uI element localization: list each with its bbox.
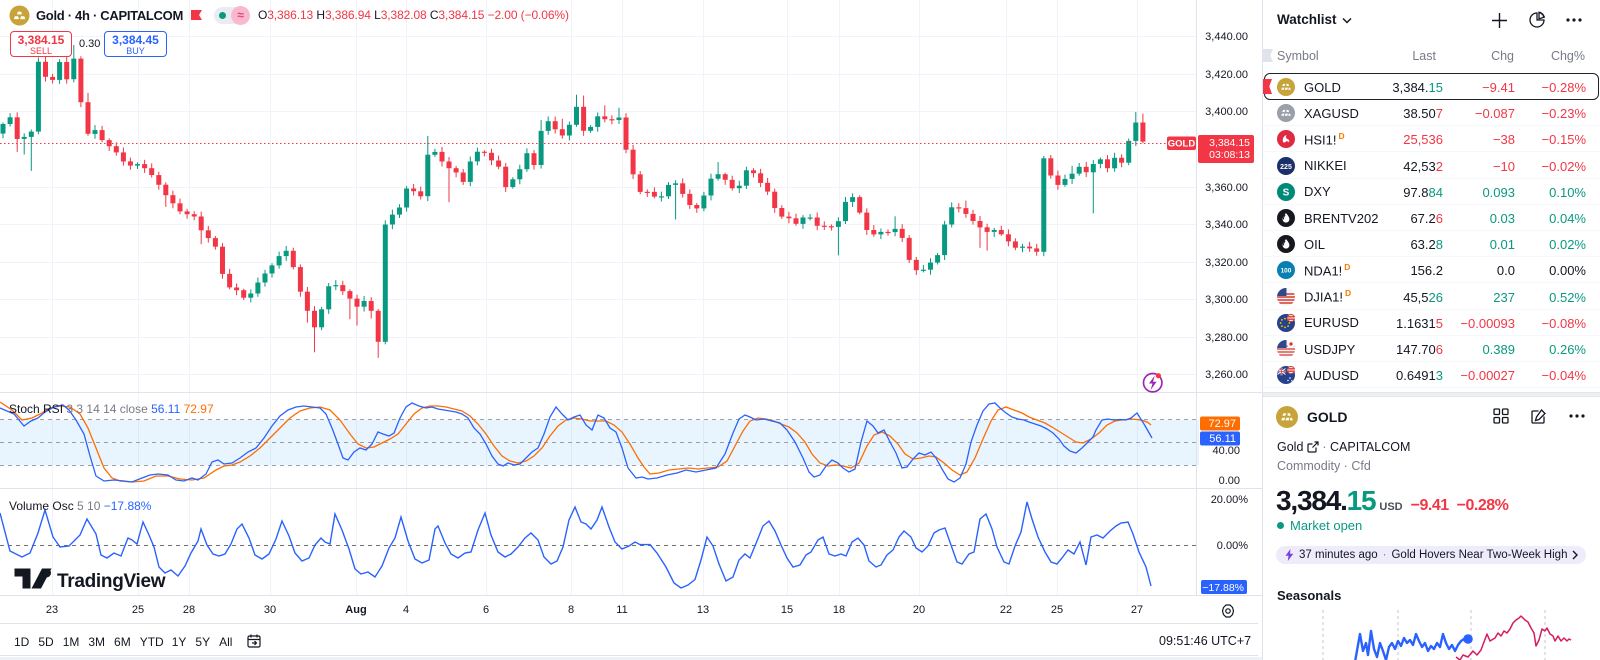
svg-text:22: 22 <box>1000 604 1012 616</box>
svg-text:3,340.00: 3,340.00 <box>1205 219 1248 231</box>
svg-text:27: 27 <box>1131 604 1143 616</box>
svg-text:15: 15 <box>781 604 793 616</box>
svg-text:3,400.00: 3,400.00 <box>1205 106 1248 118</box>
svg-text:−17.88%: −17.88% <box>1202 582 1244 594</box>
svg-text:3,440.00: 3,440.00 <box>1205 31 1248 43</box>
svg-text:3,300.00: 3,300.00 <box>1205 294 1248 306</box>
svg-text:20.00%: 20.00% <box>1211 494 1249 506</box>
svg-text:TradingView: TradingView <box>57 571 166 592</box>
svg-text:11: 11 <box>616 604 627 616</box>
svg-text:3,280.00: 3,280.00 <box>1205 332 1248 344</box>
svg-text:3,260.00: 3,260.00 <box>1205 369 1248 381</box>
svg-text:28: 28 <box>183 604 195 616</box>
svg-text:0.00: 0.00 <box>1219 475 1240 487</box>
svg-text:18: 18 <box>833 604 845 616</box>
svg-text:Aug: Aug <box>345 604 366 616</box>
svg-text:72.97: 72.97 <box>1208 418 1236 430</box>
svg-text:13: 13 <box>697 604 709 616</box>
svg-text:23: 23 <box>46 604 58 616</box>
svg-text:100: 100 <box>1281 268 1292 275</box>
svg-text:0.00%: 0.00% <box>1217 540 1248 552</box>
svg-text:3,384.15: 3,384.15 <box>1209 137 1250 149</box>
svg-text:03:08:13: 03:08:13 <box>1209 149 1250 161</box>
svg-text:40.00: 40.00 <box>1212 445 1240 457</box>
svg-text:4: 4 <box>403 604 409 616</box>
svg-text:3,420.00: 3,420.00 <box>1205 69 1248 81</box>
svg-text:25: 25 <box>132 604 144 616</box>
svg-text:30: 30 <box>264 604 276 616</box>
svg-text:25: 25 <box>1051 604 1063 616</box>
svg-text:3,320.00: 3,320.00 <box>1205 257 1248 269</box>
svg-text:S: S <box>1283 187 1290 198</box>
svg-text:225: 225 <box>1280 163 1292 170</box>
svg-text:3,360.00: 3,360.00 <box>1205 182 1248 194</box>
svg-text:8: 8 <box>568 604 574 616</box>
svg-text:56.11: 56.11 <box>1209 433 1236 445</box>
svg-text:20: 20 <box>913 604 925 616</box>
svg-text:GOLD: GOLD <box>1168 139 1196 150</box>
svg-text:6: 6 <box>483 604 489 616</box>
